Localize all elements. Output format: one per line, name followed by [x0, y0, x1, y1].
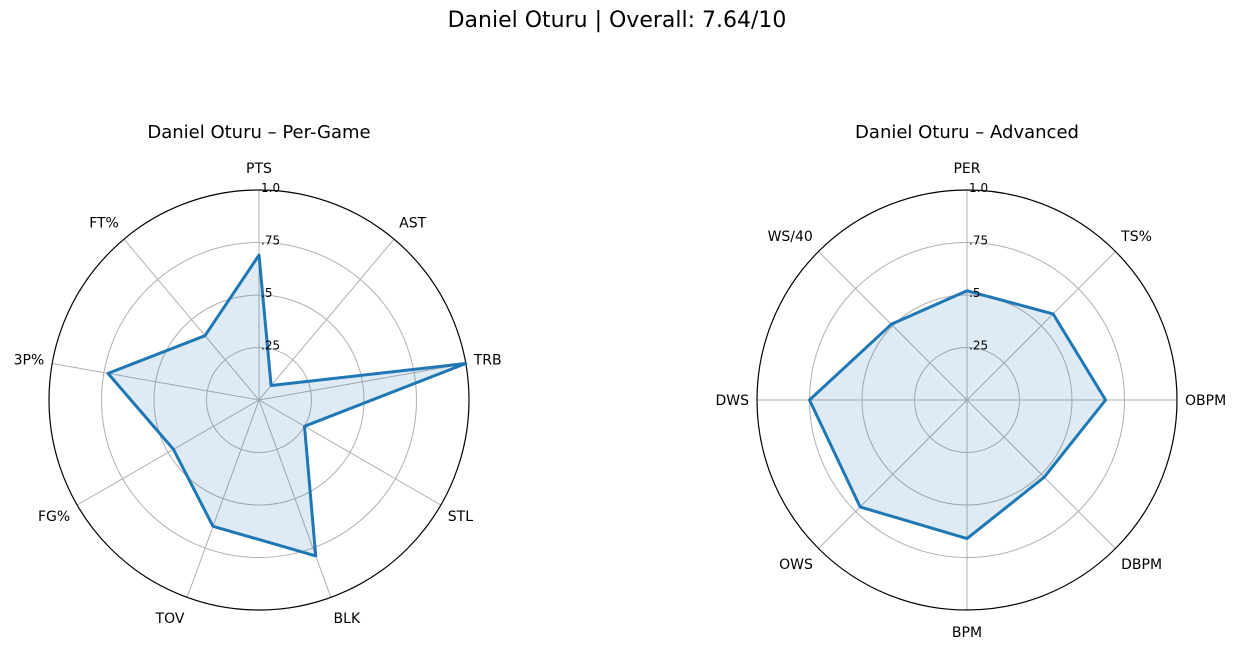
radial-tick-label: .25	[261, 339, 280, 353]
grid-spoke	[818, 399, 968, 549]
category-label: DWS	[715, 393, 749, 409]
category-label: TS%	[1120, 229, 1152, 245]
chart-title: Daniel Oturu – Advanced	[855, 122, 1079, 143]
category-label: WS/40	[768, 229, 813, 245]
radial-tick-label: .75	[969, 234, 988, 248]
polar-frame	[756, 189, 1178, 611]
grid-spoke	[123, 238, 260, 401]
radar-chart-per-game: Daniel Oturu – Per-Game .25 .5 .75 1.0 PTS AST…	[14, 122, 502, 627]
series-line	[106, 253, 468, 558]
grid-spoke	[258, 399, 442, 506]
series-area	[809, 290, 1106, 539]
category-label: PTS	[246, 161, 272, 177]
category-label: DBPM	[1121, 557, 1162, 573]
grid-spoke	[186, 399, 260, 598]
grid-spoke	[76, 399, 260, 506]
figure-title: Daniel Oturu | Overall: 7.64/10	[447, 8, 787, 33]
grid-spoke	[258, 399, 332, 598]
radial-tick-label: 1.0	[261, 181, 280, 195]
category-label: FG%	[38, 509, 70, 525]
grid-spoke	[966, 251, 1116, 401]
grid-spoke	[52, 363, 260, 401]
category-label: STL	[448, 509, 473, 525]
category-label: TOV	[155, 611, 185, 627]
category-label: FT%	[89, 215, 119, 231]
radial-tick-label: .25	[969, 339, 988, 353]
chart-title: Daniel Oturu – Per-Game	[147, 122, 370, 143]
category-label: TRB	[473, 353, 502, 369]
series-area	[108, 255, 466, 556]
polar-frame	[48, 189, 470, 611]
grid-spoke	[966, 399, 1116, 549]
radial-tick-label: .5	[261, 286, 272, 300]
radial-tick-label: 1.0	[969, 181, 988, 195]
series-line	[808, 289, 1108, 541]
radar-chart-advanced: Daniel Oturu – Advanced .25 .5 .75 1.0 PER TS%…	[715, 122, 1226, 641]
category-label: 3P%	[14, 353, 45, 369]
category-label: BPM	[952, 625, 982, 641]
grid-spoke	[258, 238, 395, 401]
radial-tick-label: .75	[261, 234, 280, 248]
category-label: OWS	[779, 557, 813, 573]
category-label: BLK	[334, 611, 361, 627]
radial-tick-label: .5	[969, 286, 980, 300]
category-label: OBPM	[1185, 393, 1226, 409]
category-label: PER	[953, 161, 980, 177]
category-label: AST	[399, 215, 426, 231]
grid-spoke	[818, 251, 968, 401]
grid-spoke	[258, 363, 466, 401]
